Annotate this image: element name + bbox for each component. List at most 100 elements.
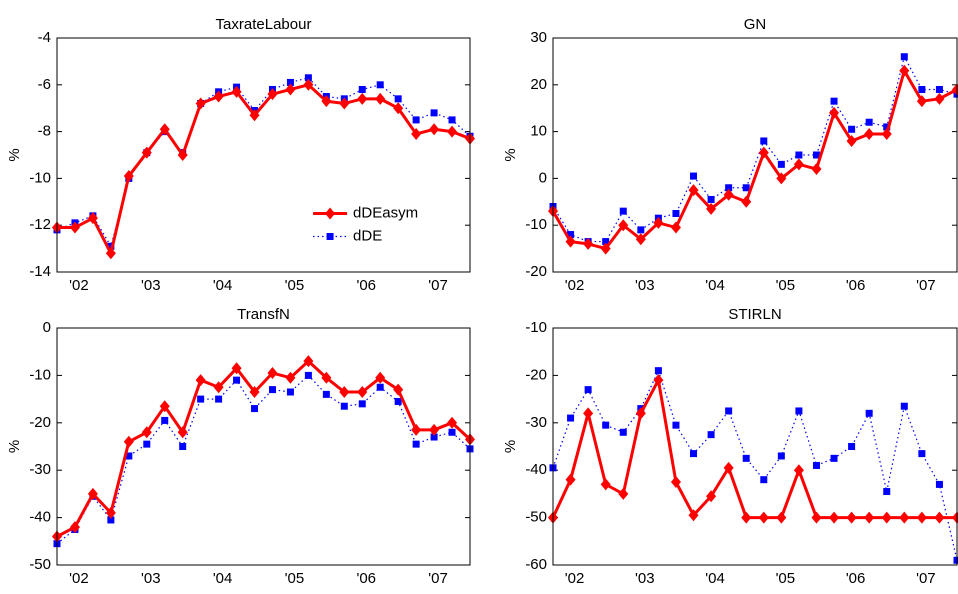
- marker-square: [830, 454, 838, 462]
- x-tick-label: '06: [356, 570, 376, 587]
- marker-square: [340, 402, 348, 410]
- marker-square: [935, 480, 943, 488]
- marker-diamond: [69, 521, 80, 534]
- marker-diamond: [429, 423, 440, 436]
- marker-diamond: [357, 92, 368, 105]
- axes-box: [56, 37, 471, 273]
- marker-diamond: [881, 127, 892, 140]
- marker-diamond: [393, 102, 404, 115]
- marker-diamond: [653, 374, 664, 387]
- panel: TransfN% -50 -40 -30 -20 -10 0 '02 '03 '04 '05 '06 '…: [6, 306, 475, 587]
- marker-diamond: [231, 362, 242, 375]
- marker-square: [304, 371, 312, 379]
- y-tick-label: -40: [29, 509, 51, 526]
- marker-diamond: [105, 506, 116, 519]
- y-tick-label: -4: [38, 29, 51, 46]
- marker-diamond: [635, 233, 646, 246]
- marker-square: [358, 400, 366, 408]
- marker-square: [430, 433, 438, 441]
- marker-diamond: [741, 511, 752, 524]
- x-tick-label: '06: [356, 277, 376, 294]
- marker-square: [742, 184, 750, 192]
- marker-diamond: [123, 435, 134, 448]
- legend-marker: [325, 207, 336, 220]
- marker-diamond: [195, 374, 206, 387]
- x-tick-label: '04: [705, 277, 725, 294]
- x-tick-label: '03: [635, 570, 655, 587]
- marker-square: [830, 97, 838, 105]
- marker-diamond: [105, 247, 116, 260]
- marker-square: [637, 226, 645, 234]
- x-tick-label: '05: [285, 570, 305, 587]
- y-axis-label: %: [502, 440, 519, 453]
- marker-diamond: [213, 90, 224, 103]
- plot-area: [553, 328, 957, 565]
- marker-square: [602, 238, 610, 246]
- marker-diamond: [934, 92, 945, 105]
- marker-square: [197, 395, 205, 403]
- marker-diamond: [670, 476, 681, 489]
- marker-square: [725, 407, 733, 415]
- marker-diamond: [159, 400, 170, 413]
- y-tick-label: -10: [29, 366, 51, 383]
- marker-square: [725, 184, 733, 192]
- marker-diamond: [706, 490, 717, 503]
- marker-diamond: [321, 371, 332, 384]
- series-line: [57, 83, 471, 258]
- marker-diamond: [87, 487, 98, 500]
- panel: GN% -20 -10 0 10 20 30 '02 '03 '04 '05 '06 '07: [502, 16, 958, 294]
- marker-diamond: [303, 78, 314, 91]
- marker-square: [448, 428, 456, 436]
- series-line: [551, 66, 958, 251]
- marker-diamond: [285, 371, 296, 384]
- marker-diamond: [177, 149, 188, 161]
- y-axis-label: %: [502, 148, 519, 161]
- marker-diamond: [723, 188, 734, 201]
- panel-title: TransfN: [237, 306, 290, 323]
- marker-square: [233, 376, 241, 384]
- y-tick-label: -8: [38, 123, 51, 140]
- marker-diamond: [213, 381, 224, 394]
- x-tick-label: '02: [565, 277, 585, 294]
- marker-diamond: [195, 97, 206, 110]
- y-tick-label: -20: [525, 366, 547, 383]
- marker-square: [883, 488, 891, 496]
- marker-square: [865, 409, 873, 417]
- y-tick-label: -14: [29, 263, 51, 280]
- marker-square: [394, 95, 402, 103]
- marker-square: [448, 116, 456, 124]
- marker-diamond: [565, 235, 576, 248]
- marker-diamond: [393, 383, 404, 396]
- marker-square: [358, 85, 366, 93]
- marker-square: [672, 210, 680, 217]
- marker-square: [619, 428, 627, 436]
- marker-square: [848, 443, 856, 450]
- marker-square: [143, 440, 151, 448]
- legend-marker: [326, 233, 334, 240]
- marker-square: [953, 556, 958, 564]
- y-tick-label: -40: [525, 461, 547, 478]
- x-tick-label: '07: [916, 570, 936, 587]
- marker-diamond: [741, 195, 752, 208]
- marker-square: [215, 395, 223, 403]
- marker-diamond: [339, 97, 350, 110]
- marker-square: [107, 516, 115, 524]
- marker-square: [953, 90, 958, 98]
- marker-square: [125, 452, 133, 460]
- marker-square: [812, 151, 820, 159]
- marker-square: [268, 386, 276, 394]
- plot: [52, 74, 475, 260]
- marker-diamond: [758, 511, 769, 524]
- marker-square: [376, 383, 384, 391]
- y-tick-label: -50: [29, 556, 51, 573]
- marker-diamond: [846, 134, 857, 147]
- marker-square: [900, 402, 908, 410]
- marker-diamond: [829, 106, 840, 119]
- marker-diamond: [846, 511, 857, 524]
- marker-square: [690, 450, 698, 458]
- marker-diamond: [303, 355, 314, 368]
- y-tick-label: 20: [530, 76, 547, 93]
- marker-square: [795, 151, 803, 159]
